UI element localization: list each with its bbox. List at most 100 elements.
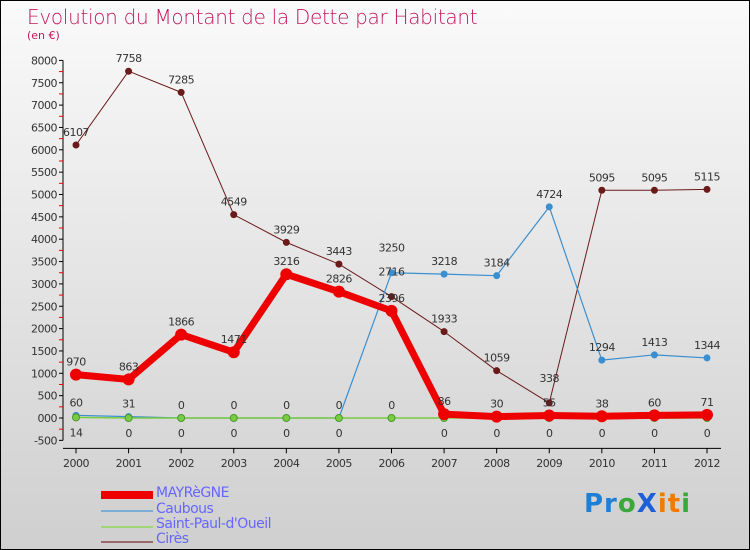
data-point	[493, 367, 501, 375]
y-tick-label: 3000	[31, 278, 57, 291]
x-tick-label: 2009	[536, 457, 562, 470]
data-label: 1933	[431, 313, 457, 326]
data-point	[335, 260, 343, 268]
data-label: 0	[388, 399, 395, 412]
data-point	[701, 408, 713, 421]
y-tick-label: 6500	[31, 121, 57, 134]
data-point	[703, 354, 711, 362]
legend-caubous: Caubous	[156, 501, 214, 517]
data-point	[545, 203, 553, 211]
data-label: 86	[438, 395, 451, 408]
data-label: 55	[543, 397, 556, 410]
y-tick-label: 7000	[31, 99, 57, 112]
data-label: 3929	[273, 223, 299, 236]
legend-cires: Cirès	[156, 531, 189, 547]
legend-swatch-mayregne	[101, 491, 153, 499]
x-tick-label: 2001	[116, 457, 142, 470]
data-point	[493, 272, 501, 280]
data-point	[124, 414, 133, 422]
data-label: 1059	[484, 352, 510, 365]
data-point	[650, 186, 658, 194]
data-label: 0	[546, 427, 553, 440]
y-tick-label: 1500	[31, 345, 57, 358]
data-point	[648, 409, 661, 422]
data-label: 0	[231, 399, 238, 412]
data-label: 5095	[589, 171, 615, 184]
data-label: 0	[651, 427, 658, 440]
data-label: 3218	[431, 255, 457, 268]
data-point	[230, 211, 238, 219]
y-tick-label: 5000	[31, 189, 57, 202]
data-point	[595, 410, 608, 423]
data-point	[177, 414, 186, 422]
y-tick-label: 7500	[31, 77, 57, 90]
data-label: 4724	[536, 188, 562, 201]
data-point	[703, 185, 711, 193]
x-tick-label: 2006	[379, 457, 405, 470]
data-label: 0	[336, 399, 343, 412]
data-label: 1471	[221, 333, 247, 346]
proxiti-logo: ProXiti	[584, 489, 692, 519]
x-tick-label: 2008	[484, 457, 510, 470]
data-label: 1866	[168, 316, 194, 329]
legend-swatch-caubous	[101, 510, 153, 512]
data-label: 0	[493, 427, 500, 440]
data-point	[125, 67, 133, 75]
data-label: 0	[336, 427, 343, 440]
data-label: 4549	[221, 196, 247, 209]
data-label: 71	[701, 396, 714, 409]
data-label: 7285	[168, 73, 194, 86]
x-tick-label: 2010	[589, 457, 615, 470]
data-point	[388, 293, 395, 301]
data-label: 38	[595, 397, 608, 410]
data-point	[72, 413, 80, 422]
x-tick-label: 2003	[221, 457, 247, 470]
y-tick-label: 6000	[31, 144, 57, 157]
y-tick-label: 4500	[31, 211, 57, 224]
data-point	[545, 399, 553, 407]
data-label: 0	[283, 399, 290, 412]
x-tick-label: 2011	[641, 457, 667, 470]
data-label: 2396	[379, 292, 405, 305]
data-point	[490, 410, 503, 423]
y-tick-label: -500	[34, 434, 57, 447]
data-label: 0	[704, 427, 711, 440]
data-label: 0	[125, 427, 132, 440]
y-tick-label: 5500	[31, 166, 57, 179]
data-label: 338	[540, 372, 560, 385]
data-point	[543, 409, 556, 422]
data-label: 3184	[484, 257, 510, 270]
data-label: 5095	[641, 171, 667, 184]
y-tick-label: 2000	[31, 323, 57, 336]
data-point	[440, 270, 448, 278]
data-label: 1294	[589, 341, 615, 354]
x-tick-label: 2002	[168, 457, 194, 470]
data-label: 2716	[379, 266, 405, 279]
y-tick-label: 1000	[31, 367, 57, 380]
data-point	[177, 88, 185, 96]
data-point	[70, 368, 82, 381]
data-point	[440, 328, 448, 336]
data-point	[438, 408, 451, 421]
data-point	[282, 414, 291, 422]
data-label: 30	[490, 398, 503, 411]
data-label: 0	[178, 399, 185, 412]
y-tick-label: 3500	[31, 256, 57, 269]
data-point	[72, 141, 80, 149]
data-point	[385, 304, 398, 317]
x-tick-label: 2012	[694, 457, 720, 470]
legend-saint-paul: Saint-Paul-d'Oueil	[156, 516, 272, 532]
x-tick-label: 2007	[431, 457, 457, 470]
data-label: 6107	[63, 126, 89, 139]
data-point	[332, 285, 345, 298]
data-label: 60	[648, 396, 661, 409]
x-tick-label: 2005	[326, 457, 352, 470]
data-label: 0	[178, 427, 185, 440]
data-label: 1344	[694, 339, 720, 352]
data-point	[280, 268, 293, 281]
data-point	[229, 414, 238, 422]
data-label: 3250	[379, 242, 405, 255]
data-label: 0	[441, 427, 448, 440]
